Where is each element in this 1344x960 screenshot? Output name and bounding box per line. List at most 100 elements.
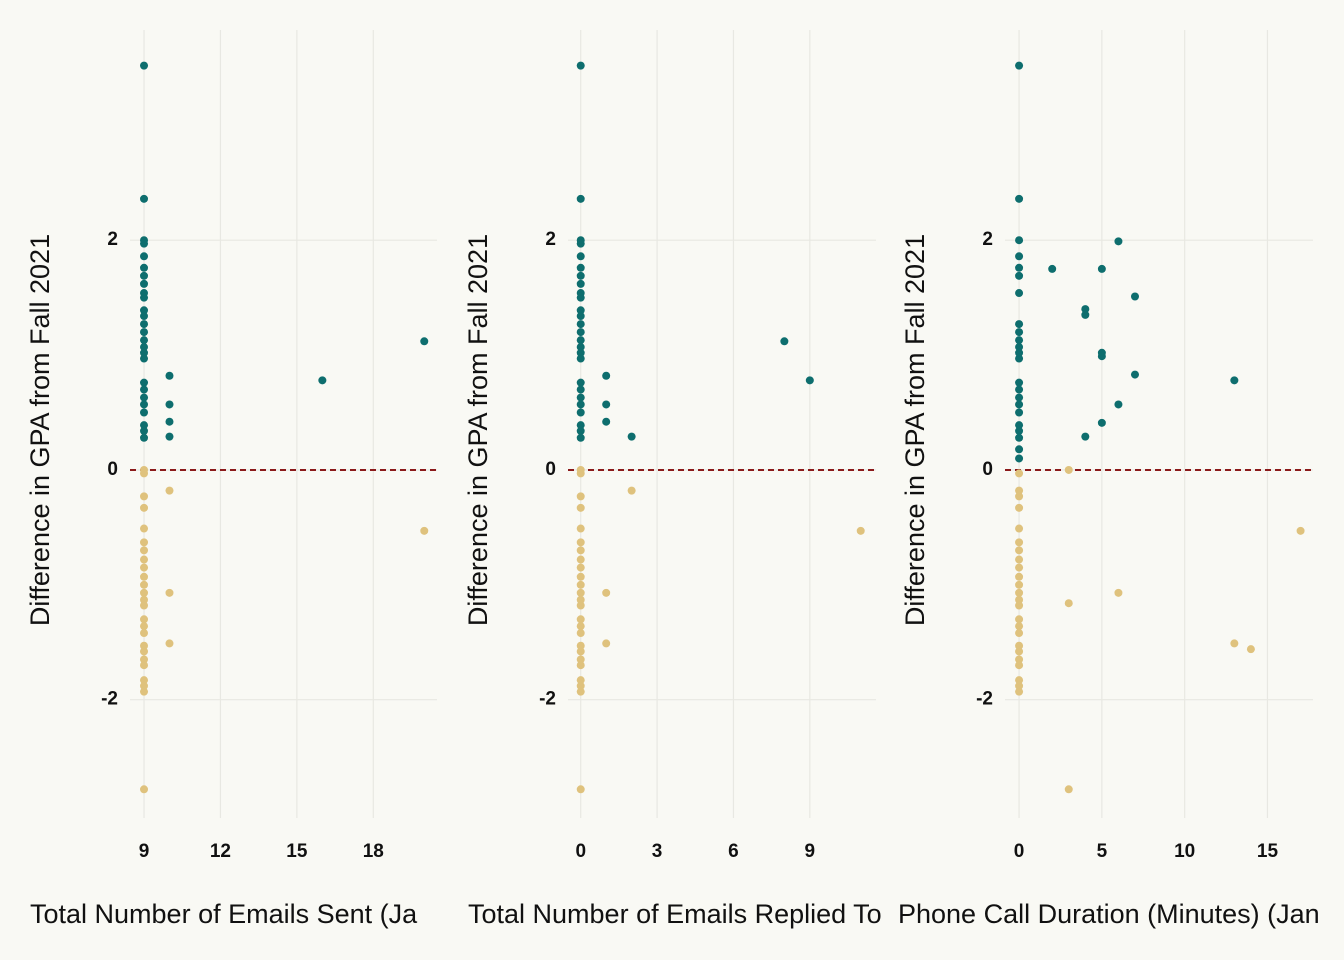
point — [140, 676, 149, 685]
point — [140, 433, 149, 442]
point — [1015, 580, 1024, 589]
point — [1015, 661, 1024, 670]
point — [165, 639, 174, 648]
point — [1015, 320, 1024, 329]
point — [165, 371, 174, 380]
point — [1015, 61, 1024, 70]
point — [1064, 785, 1073, 794]
point — [1015, 622, 1024, 631]
point — [420, 337, 429, 346]
point — [602, 371, 611, 380]
point — [140, 641, 149, 650]
point — [1015, 194, 1024, 203]
point — [140, 354, 149, 363]
point — [140, 580, 149, 589]
point — [1114, 588, 1123, 597]
point — [1015, 385, 1024, 394]
point — [576, 641, 585, 650]
y-tick-label: -2 — [539, 689, 556, 710]
point — [576, 408, 585, 417]
point — [1114, 400, 1123, 409]
point — [1015, 454, 1024, 463]
point — [140, 492, 149, 501]
y-axis-title: Difference in GPA from Fall 2021 — [463, 234, 493, 626]
point — [1097, 352, 1106, 361]
point — [140, 348, 149, 357]
point — [576, 676, 585, 685]
point — [856, 526, 865, 535]
point — [1081, 432, 1090, 441]
point — [576, 426, 585, 435]
point — [576, 615, 585, 624]
point — [140, 279, 149, 288]
point — [1015, 252, 1024, 261]
y-tick-label: -2 — [101, 689, 118, 710]
x-axis-title: Total Number of Emails Replied To — [468, 899, 882, 929]
point — [1081, 310, 1090, 319]
point — [1015, 555, 1024, 564]
x-tick-label: 15 — [1257, 841, 1279, 862]
x-tick-label: 9 — [805, 841, 816, 862]
point — [140, 320, 149, 329]
point — [576, 580, 585, 589]
point — [140, 263, 149, 272]
point — [1015, 563, 1024, 572]
point — [140, 588, 149, 597]
point — [140, 595, 149, 604]
point — [1015, 400, 1024, 409]
point — [140, 306, 149, 315]
point — [576, 687, 585, 696]
y-tick-label: 2 — [107, 229, 118, 250]
point — [1130, 370, 1139, 379]
point — [576, 263, 585, 272]
point — [1230, 376, 1239, 385]
point — [576, 538, 585, 547]
point — [140, 555, 149, 564]
point — [576, 785, 585, 794]
point — [576, 348, 585, 357]
point — [576, 279, 585, 288]
point — [140, 393, 149, 402]
point — [1230, 639, 1239, 648]
point — [1015, 328, 1024, 337]
point — [1015, 601, 1024, 610]
point — [1015, 687, 1024, 696]
x-axis-title: Phone Call Duration (Minutes) (Jan — [898, 899, 1320, 929]
point — [576, 655, 585, 664]
point — [1015, 681, 1024, 690]
point — [140, 563, 149, 572]
point — [576, 271, 585, 280]
point — [576, 252, 585, 261]
point — [1015, 595, 1024, 604]
point — [140, 524, 149, 533]
y-tick-label: 2 — [982, 229, 993, 250]
point — [1097, 418, 1106, 427]
point — [140, 378, 149, 387]
x-tick-label: 3 — [652, 841, 663, 862]
y-axis-title: Difference in GPA from Fall 2021 — [25, 234, 55, 626]
point — [1097, 264, 1106, 273]
point — [140, 503, 149, 512]
y-tick-label: 0 — [545, 459, 556, 480]
point — [1081, 305, 1090, 314]
point — [140, 194, 149, 203]
point — [140, 385, 149, 394]
point — [165, 432, 174, 441]
point — [1015, 546, 1024, 555]
point — [1015, 492, 1024, 501]
point — [576, 61, 585, 70]
point — [165, 400, 174, 409]
y-tick-label: -2 — [976, 689, 993, 710]
point — [1296, 526, 1305, 535]
point — [602, 417, 611, 426]
x-tick-label: 0 — [1014, 841, 1025, 862]
x-tick-label: 6 — [728, 841, 739, 862]
point — [1015, 615, 1024, 624]
point — [165, 588, 174, 597]
point — [576, 400, 585, 409]
x-tick-label: 15 — [286, 841, 308, 862]
point — [576, 393, 585, 402]
point — [576, 433, 585, 442]
point — [140, 293, 149, 302]
point — [576, 647, 585, 656]
